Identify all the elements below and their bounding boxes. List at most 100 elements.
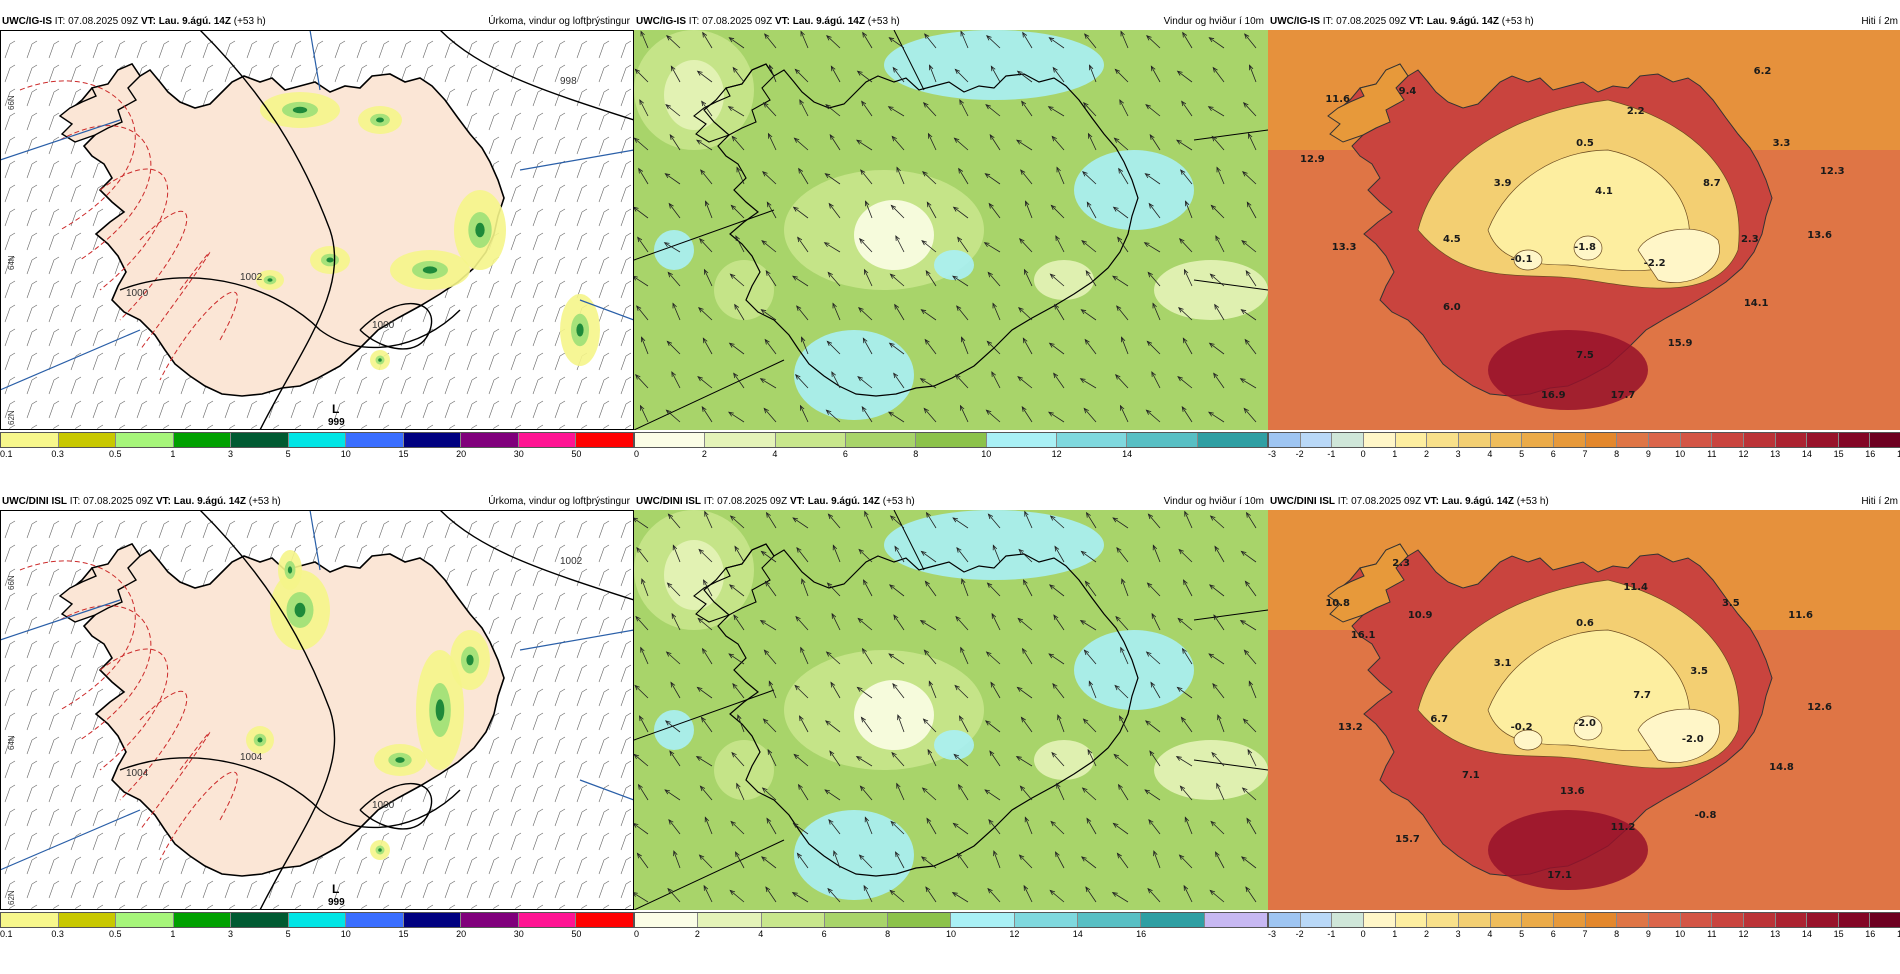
colorbar-swatch: [1332, 913, 1364, 927]
wind-arrow-head: [666, 35, 672, 41]
temp-value-label: 7.7: [1633, 690, 1651, 701]
map-area[interactable]: [634, 30, 1268, 430]
colorbar-swatch: [1712, 913, 1744, 927]
wind-barb: [4, 592, 16, 611]
wind-arrow: [730, 273, 745, 287]
wind-arrow: [825, 720, 841, 733]
wind-barb: [488, 760, 500, 779]
wind-barb: [466, 880, 478, 899]
wind-barb: [598, 232, 610, 251]
wind-arrow: [829, 750, 841, 767]
wind-arrow: [1112, 275, 1129, 287]
wind-arrow-head: [1083, 102, 1089, 108]
iceland-land: [68, 543, 505, 877]
wind-arrow: [861, 101, 873, 117]
wind-arrow-head: [1053, 372, 1059, 379]
wind-barb: [246, 880, 258, 899]
wind-arrow-head: [956, 547, 962, 553]
graticule-line: [309, 510, 321, 571]
wind-arrow: [697, 70, 713, 83]
wind-arrow: [1115, 616, 1129, 631]
wind-barb: [488, 832, 500, 851]
wind-arrow: [1241, 309, 1257, 321]
wind-barb: [620, 880, 632, 899]
isobar-label: 1004: [240, 752, 263, 763]
wind-arrow: [703, 579, 713, 597]
wind-barb: [356, 376, 368, 395]
wind-barb: [180, 64, 192, 83]
wind-arrow: [766, 202, 777, 219]
wind-arrow: [832, 545, 841, 563]
wind-barb: [92, 544, 104, 563]
map-area[interactable]: 11.6 9.4 6.2 2.2 0.5 3.3 12.9 12.3 3.9 4.1 8.7 13.6…: [1268, 30, 1900, 430]
wind-barb: [268, 40, 280, 59]
wind-barb: [466, 64, 478, 83]
wind-barb: [70, 256, 82, 275]
wind-barb: [532, 544, 544, 563]
wind-arrow-head: [1051, 135, 1057, 142]
wind-arrow-head: [827, 513, 834, 520]
colorbar-swatch: [1, 433, 59, 447]
wind-arrow-head: [1022, 337, 1028, 344]
wind-arrow: [697, 687, 713, 699]
wind-arrow: [1176, 756, 1193, 767]
wind-arrow: [634, 892, 649, 903]
map-area[interactable]: 1000 998 1002 1000 66N 64N 62N L 999: [0, 30, 634, 430]
wind-arrow: [1215, 235, 1225, 253]
wind-arrow-head: [858, 548, 864, 555]
wind-barb: [48, 664, 60, 683]
wind-barb: [26, 352, 38, 371]
wind-arrow-head: [1024, 510, 1029, 517]
wind-arrow-head: [1023, 268, 1029, 275]
wind-arrow: [794, 685, 809, 699]
map-area[interactable]: 2.3 11.4 3.5 10.8 10.9 0.6 11.6 16.1 3.1 3.5 7.7 12…: [1268, 510, 1900, 910]
wind-barb: [4, 40, 16, 59]
colorbar-tick-label: -1: [1327, 449, 1336, 459]
colorbar-swatch: [1300, 433, 1333, 447]
wind-arrow: [827, 341, 841, 355]
wind-barb: [488, 352, 500, 371]
model-name: UWC/DINI ISL: [636, 496, 701, 507]
wind-arrow-head: [1249, 64, 1254, 71]
wind-barb: [4, 808, 16, 827]
wind-barb: [48, 520, 60, 539]
wind-arrow-head: [735, 235, 740, 241]
map-area[interactable]: [634, 510, 1268, 910]
low-pressure-letter: L: [332, 882, 339, 896]
init-time: IT: 07.08.2025 09Z: [52, 16, 141, 27]
wind-arrow: [890, 273, 905, 287]
colorbar-tick-label: 11: [1707, 929, 1717, 939]
wind-barb: [312, 376, 324, 395]
wind-arrow-head: [667, 887, 673, 894]
wind-arrow: [923, 102, 937, 117]
wind-barb: [488, 544, 500, 563]
wind-arrow: [1081, 856, 1097, 869]
map-area[interactable]: 1004 1002 1004 1000 66N 64N 62N L 999: [0, 510, 634, 910]
wind-arrow-head: [799, 99, 804, 105]
wind-barb: [620, 856, 632, 875]
wind-arrow: [992, 303, 1001, 321]
wind-arrow-head: [1019, 238, 1025, 244]
wind-arrow: [953, 823, 969, 835]
wind-arrow: [1082, 171, 1097, 185]
colorbar-swatch: [1743, 913, 1776, 927]
wind-barb: [356, 400, 368, 419]
colorbar-tick-label: 0.5: [109, 929, 122, 939]
wind-arrow-head: [1079, 378, 1086, 384]
wind-barb: [48, 832, 60, 851]
wind-arrow-head: [1118, 167, 1124, 174]
wind-barb: [92, 400, 104, 419]
wind-arrow-head: [727, 106, 734, 112]
wind-barb: [114, 880, 126, 899]
wind-arrow-head: [702, 337, 708, 344]
wind-arrow-head: [1050, 820, 1056, 827]
wind-barb: [70, 520, 82, 539]
colorbar-swatch: [1332, 433, 1364, 447]
wind-barb: [52, 904, 60, 910]
wind-barb: [92, 808, 104, 827]
wind-barb: [488, 304, 500, 323]
wind-arrow-head: [1242, 718, 1249, 724]
temp-dashed-line: [119, 690, 188, 801]
wind-arrow: [1113, 823, 1129, 835]
wind-arrow: [1146, 651, 1161, 665]
